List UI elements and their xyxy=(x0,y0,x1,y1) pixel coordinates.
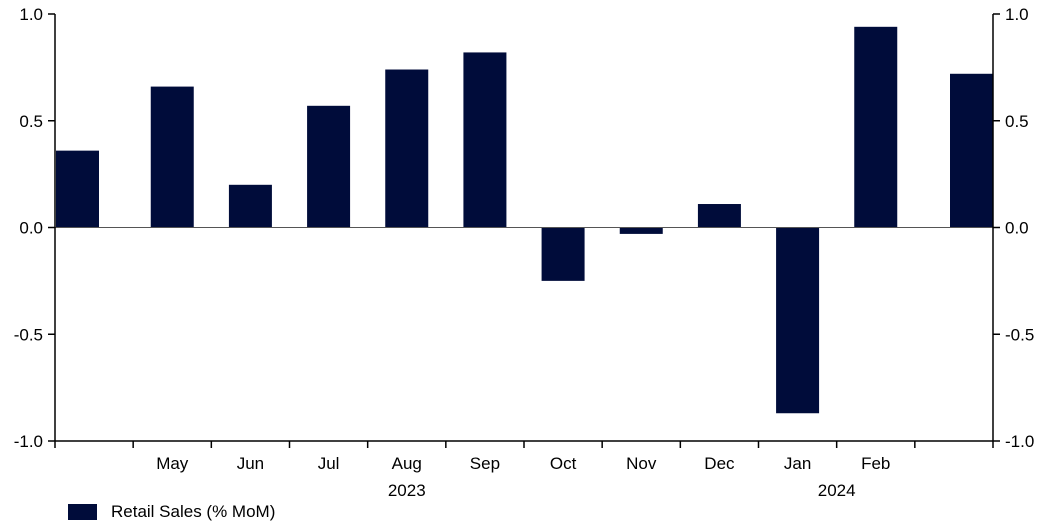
x-tick-label-sep: Sep xyxy=(470,454,500,473)
x-tick-label-jul: Jul xyxy=(318,454,340,473)
year-label-2023: 2023 xyxy=(388,481,426,500)
y-tick-label-right: 0.5 xyxy=(1005,112,1029,131)
retail-sales-chart: 1.0 1.0 0.5 0.5 0.0 0.0 -0.5 -0.5 -1.0 -1.0 May Jun… xyxy=(14,5,1035,500)
bar-jun xyxy=(228,184,272,228)
legend-label: Retail Sales (% MoM) xyxy=(111,502,276,521)
y-tick-label-left: 0.0 xyxy=(19,219,43,238)
x-tick-label-jan: Jan xyxy=(784,454,811,473)
bar-dec xyxy=(697,204,741,228)
bar-sep xyxy=(463,52,507,228)
bar-feb xyxy=(854,26,898,228)
year-label-2024: 2024 xyxy=(818,481,856,500)
legend: Retail Sales (% MoM) xyxy=(68,502,275,522)
x-tick-label-feb: Feb xyxy=(861,454,890,473)
x-tick-label-oct: Oct xyxy=(550,454,577,473)
bar-mar xyxy=(950,73,993,228)
x-tick-label-jun: Jun xyxy=(237,454,264,473)
y-tick-label-left: 1.0 xyxy=(19,5,43,24)
bar-apr xyxy=(56,150,99,228)
bar-jan xyxy=(776,227,820,414)
bars-group xyxy=(56,26,993,414)
labels-group: 1.0 1.0 0.5 0.5 0.0 0.0 -0.5 -0.5 -1.0 -1.0 May Jun… xyxy=(14,5,1035,500)
y-tick-label-right: -0.5 xyxy=(1005,325,1034,344)
y-tick-label-right: 1.0 xyxy=(1005,5,1029,24)
x-tick-label-aug: Aug xyxy=(392,454,422,473)
bar-aug xyxy=(385,69,429,228)
y-tick-label-left: 0.5 xyxy=(19,112,43,131)
y-tick-label-left: -1.0 xyxy=(14,432,43,451)
ticks-group xyxy=(48,13,1000,448)
bar-oct xyxy=(541,227,585,281)
legend-swatch xyxy=(68,504,97,520)
y-tick-label-right: -1.0 xyxy=(1005,432,1034,451)
y-tick-label-right: 0.0 xyxy=(1005,219,1029,238)
bar-jul xyxy=(307,105,351,228)
x-tick-label-dec: Dec xyxy=(704,454,735,473)
bar-may xyxy=(150,86,194,228)
y-tick-label-left: -0.5 xyxy=(14,325,43,344)
bar-nov xyxy=(619,227,663,234)
x-tick-label-may: May xyxy=(156,454,189,473)
x-tick-label-nov: Nov xyxy=(626,454,657,473)
